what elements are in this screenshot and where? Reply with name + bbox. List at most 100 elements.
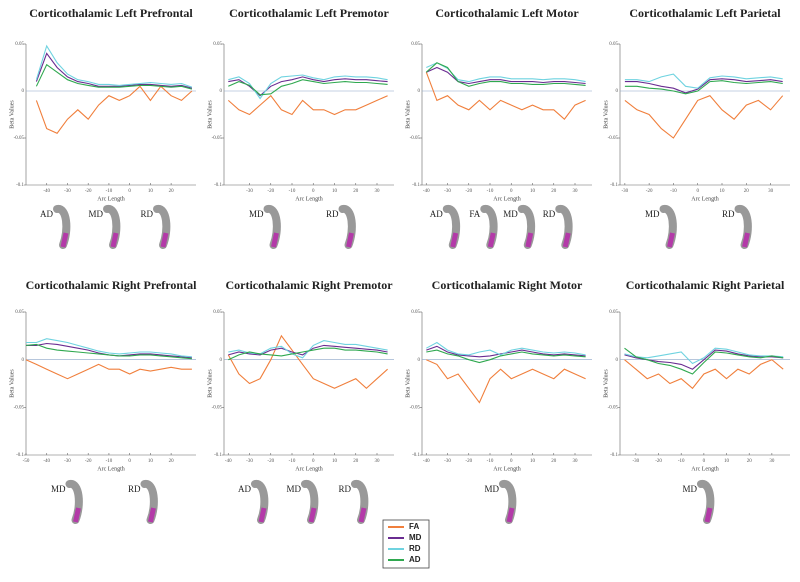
x-tick-label: -30 xyxy=(246,459,253,464)
y-tick-label: 0 xyxy=(418,358,421,363)
panel-title: Corticothalamic Right Premotor xyxy=(225,278,393,292)
y-tick-label: -0.1 xyxy=(214,183,222,188)
legend-label: RD xyxy=(409,544,421,553)
x-tick-label: 20 xyxy=(747,459,753,464)
y-tick-label: 0 xyxy=(22,358,25,363)
x-tick-label: -20 xyxy=(465,459,472,464)
x-tick-label: -10 xyxy=(678,459,685,464)
tract-label: MD xyxy=(249,209,264,219)
x-tick-label: 30 xyxy=(573,189,579,194)
panel-title: Corticothalamic Left Prefrontal xyxy=(29,6,193,20)
tract-highlight xyxy=(487,232,496,248)
x-tick-label: 20 xyxy=(353,459,359,464)
x-tick-label: 30 xyxy=(573,459,579,464)
series-line xyxy=(426,359,586,404)
y-tick-label: -0.1 xyxy=(16,453,24,458)
x-tick-label: -40 xyxy=(225,459,232,464)
x-axis-label: Arc Length xyxy=(493,466,521,472)
series-line xyxy=(227,334,388,390)
x-tick-label: -20 xyxy=(267,459,274,464)
y-tick-label: 0.05 xyxy=(213,42,222,47)
series-line xyxy=(624,347,784,365)
y-tick-label: -0.1 xyxy=(412,453,420,458)
y-tick-label: 0 xyxy=(22,89,25,94)
tract-highlight xyxy=(346,232,354,248)
y-tick-label: -0.1 xyxy=(610,183,618,188)
x-tick-label: 30 xyxy=(375,459,381,464)
y-tick-label: -0.05 xyxy=(212,136,223,141)
tract-label: AD xyxy=(430,209,443,219)
tract-label: MD xyxy=(682,484,697,494)
x-tick-label: -30 xyxy=(64,189,71,194)
y-axis-label: Beta Values xyxy=(603,369,609,398)
y-axis-label: Beta Values xyxy=(405,369,411,398)
y-tick-label: 0.05 xyxy=(411,42,420,47)
x-tick-label: -20 xyxy=(85,459,92,464)
y-tick-label: -0.05 xyxy=(410,405,421,410)
series-line xyxy=(25,359,192,380)
series-line xyxy=(624,80,783,95)
tract-label: RD xyxy=(338,484,351,494)
series-line xyxy=(228,74,388,100)
x-axis-label: Arc Length xyxy=(493,196,521,202)
x-tick-label: 0 xyxy=(312,189,315,194)
x-tick-label: -40 xyxy=(43,459,50,464)
y-tick-label: -0.1 xyxy=(610,453,618,458)
x-tick-label: 20 xyxy=(551,459,557,464)
x-tick-label: 30 xyxy=(769,459,775,464)
tract-label: FA xyxy=(469,209,480,219)
series-line xyxy=(624,78,783,94)
series-line xyxy=(35,52,193,89)
panel: Corticothalamic Left Motor -0.1 -0.05 0 0.05… xyxy=(405,6,592,249)
series-line xyxy=(25,343,192,360)
panel-title: Corticothalamic Right Parietal xyxy=(626,278,785,292)
x-axis-label: Arc Length xyxy=(691,196,719,202)
series-line xyxy=(624,347,784,375)
y-axis-label: Beta Values xyxy=(207,369,213,398)
x-tick-label: 10 xyxy=(148,189,154,194)
x-tick-label: 0 xyxy=(510,459,513,464)
tract-label: MD xyxy=(51,484,66,494)
y-axis-label: Beta Values xyxy=(405,100,411,129)
y-tick-label: 0 xyxy=(616,358,619,363)
tract-highlight xyxy=(148,507,156,523)
series-line xyxy=(624,95,784,139)
series-line xyxy=(624,349,784,370)
x-tick-label: -50 xyxy=(23,459,30,464)
tract-highlight xyxy=(258,507,267,523)
series-line xyxy=(624,73,783,89)
tract-highlight xyxy=(704,507,713,523)
panel-title: Corticothalamic Left Parietal xyxy=(629,6,781,20)
series-line xyxy=(426,62,586,83)
panel-title: Corticothalamic Left Premotor xyxy=(229,6,389,20)
x-tick-label: 0 xyxy=(312,459,315,464)
y-tick-label: 0.05 xyxy=(15,310,24,315)
series-line xyxy=(426,349,586,364)
tract-highlight xyxy=(506,507,515,523)
x-tick-label: -10 xyxy=(106,189,113,194)
x-tick-label: 10 xyxy=(530,459,536,464)
x-tick-label: -20 xyxy=(267,189,274,194)
y-axis-label: Beta Values xyxy=(9,369,15,398)
x-tick-label: 0 xyxy=(128,189,131,194)
series-line xyxy=(426,66,586,85)
x-tick-label: -10 xyxy=(289,459,296,464)
y-tick-label: -0.1 xyxy=(16,183,24,188)
y-tick-label: -0.05 xyxy=(608,136,619,141)
x-axis-label: Arc Length xyxy=(295,196,323,202)
y-tick-label: 0.05 xyxy=(609,310,618,315)
series-line xyxy=(35,44,193,88)
x-tick-label: 20 xyxy=(551,189,557,194)
tract-label: RD xyxy=(140,209,153,219)
panel: Corticothalamic Right Prefrontal -0.1 -0.0… xyxy=(9,278,197,524)
y-tick-label: 0 xyxy=(418,89,421,94)
panel: Corticothalamic Left Parietal -0.1 -0.05 0 0… xyxy=(603,6,790,249)
tract-highlight xyxy=(450,232,459,248)
series-line xyxy=(35,85,193,134)
y-tick-label: -0.1 xyxy=(214,453,222,458)
series-line xyxy=(426,341,586,356)
tract-label: MD xyxy=(645,209,660,219)
series-line xyxy=(228,79,388,96)
x-tick-label: -30 xyxy=(246,189,253,194)
x-tick-label: 20 xyxy=(353,189,359,194)
